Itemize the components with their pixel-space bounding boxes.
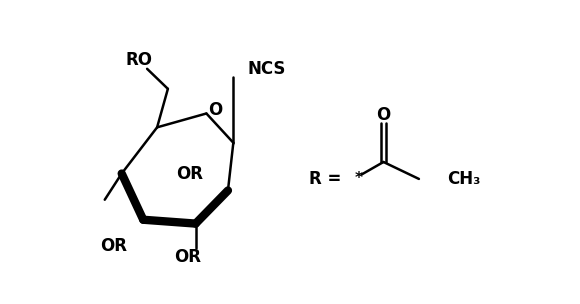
Text: OR: OR bbox=[176, 164, 203, 182]
Text: NCS: NCS bbox=[247, 60, 285, 78]
Text: RO: RO bbox=[126, 50, 153, 69]
Text: R =: R = bbox=[309, 170, 341, 188]
Text: CH₃: CH₃ bbox=[447, 170, 481, 188]
Text: *: * bbox=[355, 171, 363, 186]
Text: OR: OR bbox=[100, 237, 128, 255]
Text: OR: OR bbox=[175, 248, 201, 266]
Text: O: O bbox=[208, 101, 222, 119]
Text: O: O bbox=[376, 106, 390, 124]
